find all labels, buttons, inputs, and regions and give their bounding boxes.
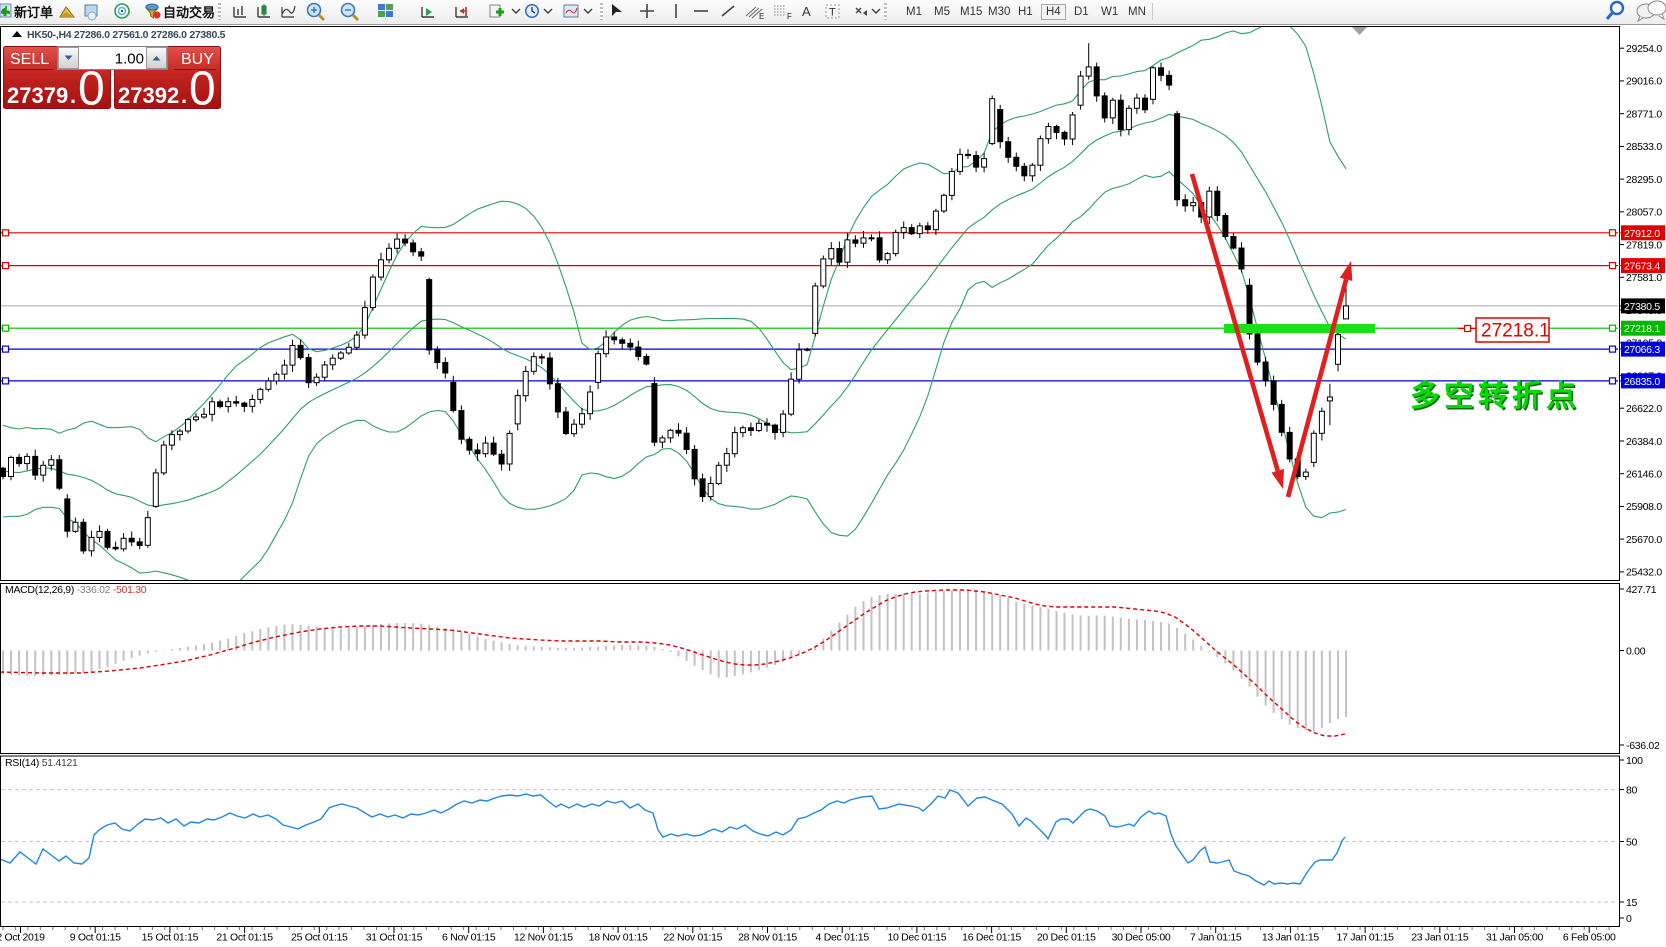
svg-text:26146.0: 26146.0 [1626, 469, 1662, 481]
svg-text:9 Oct 01:15: 9 Oct 01:15 [70, 932, 121, 944]
svg-text:2 Oct 2019: 2 Oct 2019 [0, 932, 45, 944]
svg-text:29016.0: 29016.0 [1626, 76, 1662, 88]
svg-text:0: 0 [1626, 913, 1632, 925]
svg-text:100: 100 [1626, 755, 1643, 767]
svg-text:80: 80 [1626, 784, 1638, 796]
svg-text:多空转折点: 多空转折点 [1412, 382, 1582, 415]
svg-text:多空转折点: 多空转折点 [1410, 380, 1580, 413]
svg-text:16 Dec 01:15: 16 Dec 01:15 [962, 932, 1021, 944]
svg-text:28 Nov 01:15: 28 Nov 01:15 [738, 932, 797, 944]
svg-text:28771.0: 28771.0 [1626, 109, 1662, 121]
svg-text:.: . [70, 83, 76, 108]
svg-text:RSI(14) 51.4121: RSI(14) 51.4121 [5, 757, 78, 769]
svg-text:27912.0: 27912.0 [1624, 228, 1660, 240]
svg-text:28533.0: 28533.0 [1626, 141, 1662, 153]
svg-text:50: 50 [1626, 836, 1638, 848]
svg-text:0: 0 [189, 63, 216, 116]
svg-text:27218.1: 27218.1 [1481, 321, 1550, 342]
svg-text:27380.5: 27380.5 [1624, 301, 1660, 313]
svg-text:27392: 27392 [118, 83, 179, 108]
svg-text:12 Nov 01:15: 12 Nov 01:15 [514, 932, 573, 944]
svg-text:22 Nov 01:15: 22 Nov 01:15 [663, 932, 722, 944]
svg-text:4 Dec 01:15: 4 Dec 01:15 [816, 932, 870, 944]
svg-text:27673.4: 27673.4 [1624, 261, 1660, 273]
svg-text:25908.0: 25908.0 [1626, 501, 1662, 513]
svg-text:23 Jan 01:15: 23 Jan 01:15 [1411, 932, 1469, 944]
svg-text:28057.0: 28057.0 [1626, 207, 1662, 219]
svg-text:F: F [787, 12, 792, 21]
svg-text:25432.0: 25432.0 [1626, 567, 1662, 579]
svg-text:15 Oct 01:15: 15 Oct 01:15 [142, 932, 199, 944]
svg-text:27581.0: 27581.0 [1626, 272, 1662, 284]
svg-text:25 Oct 01:15: 25 Oct 01:15 [291, 932, 348, 944]
svg-text:A: A [802, 4, 811, 19]
svg-text:25670.0: 25670.0 [1626, 534, 1662, 546]
svg-text:27218.1: 27218.1 [1624, 323, 1660, 335]
svg-text:29254.0: 29254.0 [1626, 43, 1662, 55]
svg-text:6 Nov 01:15: 6 Nov 01:15 [442, 932, 496, 944]
svg-text:-636.02: -636.02 [1626, 740, 1660, 752]
svg-text:27819.0: 27819.0 [1626, 239, 1662, 251]
svg-text:28295.0: 28295.0 [1626, 174, 1662, 186]
svg-text:21 Oct 01:15: 21 Oct 01:15 [216, 932, 273, 944]
svg-text:26835.0: 26835.0 [1624, 376, 1660, 388]
svg-text:6 Feb 05:00: 6 Feb 05:00 [1563, 932, 1616, 944]
svg-text:31 Jan 05:00: 31 Jan 05:00 [1486, 932, 1544, 944]
svg-text:0.00: 0.00 [1626, 645, 1646, 657]
svg-text:31 Oct 01:15: 31 Oct 01:15 [366, 932, 423, 944]
svg-text:0: 0 [78, 63, 105, 116]
svg-text:17 Jan 01:15: 17 Jan 01:15 [1337, 932, 1395, 944]
svg-text:26622.0: 26622.0 [1626, 403, 1662, 415]
svg-text:HK50-,H4 27286.0 27561.0 2728: HK50-,H4 27286.0 27561.0 27286.0 27380.5 [27, 29, 226, 41]
svg-text:BUY: BUY [181, 51, 214, 68]
svg-text:27066.3: 27066.3 [1624, 344, 1660, 356]
svg-text:27379: 27379 [7, 83, 68, 108]
svg-text:MACD(12,26,9) -336.02 -501.30: MACD(12,26,9) -336.02 -501.30 [5, 584, 147, 596]
svg-text:.: . [181, 83, 187, 108]
svg-text:427.71: 427.71 [1626, 584, 1657, 596]
svg-text:15: 15 [1626, 897, 1638, 909]
svg-text:T: T [829, 7, 836, 19]
svg-text:20 Dec 01:15: 20 Dec 01:15 [1037, 932, 1096, 944]
svg-text:1.00: 1.00 [115, 51, 144, 68]
svg-text:18 Nov 01:15: 18 Nov 01:15 [589, 932, 648, 944]
svg-text:30 Dec 05:00: 30 Dec 05:00 [1112, 932, 1171, 944]
svg-text:13 Jan 01:15: 13 Jan 01:15 [1262, 932, 1320, 944]
svg-text:E: E [759, 12, 764, 21]
svg-text:SELL: SELL [10, 51, 49, 68]
svg-text:26384.0: 26384.0 [1626, 436, 1662, 448]
svg-text:7 Jan 01:15: 7 Jan 01:15 [1190, 932, 1242, 944]
svg-text:10 Dec 01:15: 10 Dec 01:15 [887, 932, 946, 944]
